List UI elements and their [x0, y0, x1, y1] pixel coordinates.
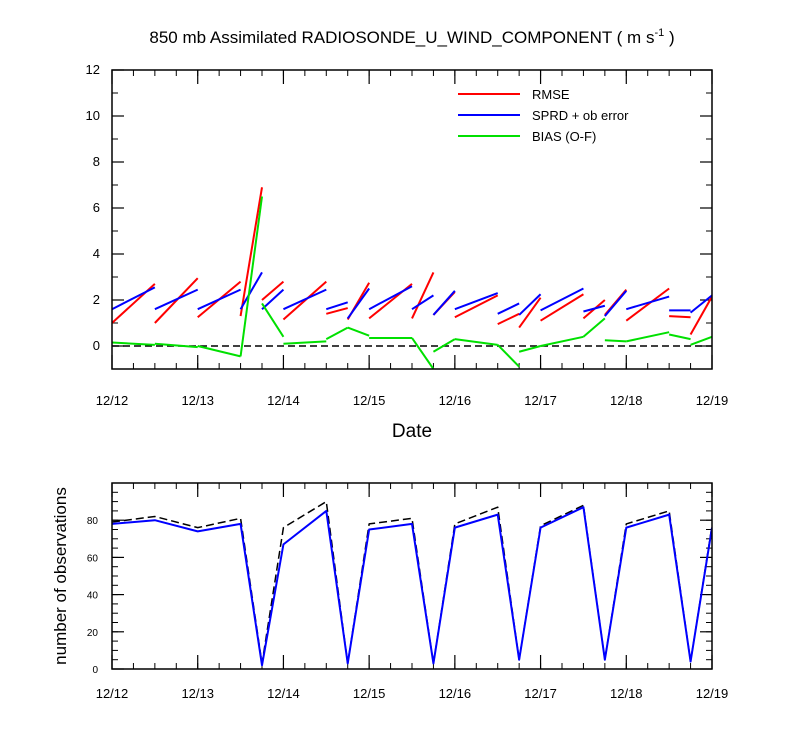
x-tick-label: 12/13: [181, 393, 214, 408]
series-segment-sprd-ob-error: [283, 288, 327, 311]
x-tick-label: 12/16: [439, 686, 472, 701]
y-tick-label: 10: [86, 108, 100, 123]
series-segment-bias-o-f: [239, 196, 263, 357]
series-segment-rmse: [261, 280, 285, 301]
series-segment-rmse: [326, 307, 348, 315]
series-segment-sprd-ob-error: [518, 293, 542, 316]
series-segment-sprd-ob-error: [154, 288, 199, 311]
series-segment-sprd-ob-error: [346, 287, 370, 319]
series-segment-bias-o-f: [411, 337, 435, 369]
x-tick-label: 12/17: [524, 686, 557, 701]
y-tick-label: 20: [87, 628, 99, 639]
series-segment-sprd-ob-error: [325, 301, 349, 311]
series-segment-rmse: [625, 287, 670, 322]
series-segment-sprd-ob-error: [454, 292, 499, 311]
series-segment-bias-o-f: [540, 335, 584, 347]
y-tick-label: 12: [86, 62, 100, 77]
series-group: [112, 500, 712, 667]
x-tick-label: 12/19: [696, 393, 729, 408]
series-segment-sprd-ob-error: [497, 302, 520, 315]
legend-label-sprd-ob-error: SPRD + ob error: [532, 108, 629, 123]
series-line-assimilated-observations: [112, 506, 712, 667]
x-tick-label: 12/17: [524, 393, 557, 408]
series-segment-bias-o-f: [626, 331, 670, 343]
series-segment-rmse: [540, 293, 584, 322]
series-segment-bias-o-f: [325, 326, 349, 340]
y-tick-label: 80: [87, 516, 99, 527]
series-segment-bias-o-f: [261, 302, 285, 338]
series-segment-rmse: [282, 280, 327, 321]
series-segment-sprd-ob-error: [626, 295, 670, 311]
series-segment-rmse: [518, 297, 542, 329]
plot-frame: [111, 482, 713, 670]
legend-label-bias-o-f: BIAS (O-F): [532, 129, 596, 144]
x-tick-label: 12/12: [96, 393, 129, 408]
top-plot: 12/12 12/13 12/14 12/15 12/16 12/17 12/18 12/19…: [86, 62, 729, 408]
series-segment-sprd-ob-error: [411, 294, 434, 311]
plot-frame: [111, 69, 713, 370]
legend-label-rmse: RMSE: [532, 87, 570, 102]
x-tick-label: 12/19: [696, 686, 729, 701]
series-segment-bias-o-f: [582, 317, 606, 338]
series-segment-bias-o-f: [604, 339, 627, 343]
x-tick-label: 12/14: [267, 393, 300, 408]
chart-title: 850 mb Assimilated RADIOSONDE_U_WIND_COM…: [149, 27, 674, 47]
series-segment-rmse: [411, 271, 435, 319]
y-tick-label: 40: [87, 591, 99, 602]
series-segment-bias-o-f: [497, 344, 520, 368]
y-tick-label: 4: [93, 246, 100, 261]
bottom-plot: 12/12 12/13 12/14 12/15 12/16 12/17 12/18 12/19…: [87, 482, 729, 701]
series-segment-bias-o-f: [518, 345, 541, 353]
series-segment-rmse: [239, 187, 263, 317]
series-segment-sprd-ob-error: [689, 294, 712, 314]
x-tick-label: 12/18: [610, 393, 643, 408]
series-segment-bias-o-f: [347, 326, 370, 337]
series-segment-bias-o-f: [668, 333, 691, 341]
y-axis-label-bottom: number of observations: [51, 487, 70, 665]
series-segment-rmse: [154, 277, 199, 324]
x-tick-label: 12/12: [96, 686, 129, 701]
x-tick-label: 12/15: [353, 393, 386, 408]
series-segment-bias-o-f: [454, 338, 498, 346]
x-tick-label: 12/16: [439, 393, 472, 408]
series-segment-sprd-ob-error: [432, 290, 456, 316]
series-segment-sprd-ob-error: [197, 288, 241, 311]
series-segment-rmse: [497, 312, 520, 326]
series-segment-bias-o-f: [690, 335, 712, 346]
x-tick-label: 12/15: [353, 686, 386, 701]
series-segment-sprd-ob-error: [604, 290, 628, 317]
y-tick-label: 0: [92, 665, 98, 676]
series-segment-rmse: [454, 294, 499, 319]
series-segment-sprd-ob-error: [112, 286, 156, 311]
series-segment-sprd-ob-error: [239, 271, 263, 310]
y-tick-label: 60: [87, 553, 99, 564]
series-segment-sprd-ob-error: [261, 288, 285, 310]
y-tick-label: 6: [93, 200, 100, 215]
series-segment-bias-o-f: [112, 341, 155, 346]
series-segment-rmse: [669, 315, 691, 319]
x-tick-label: 12/13: [181, 686, 214, 701]
series-segment-sprd-ob-error: [583, 304, 606, 313]
series-segment-sprd-ob-error: [368, 285, 413, 311]
y-tick-label: 2: [93, 292, 100, 307]
x-tick-label: 12/18: [610, 686, 643, 701]
x-axis-label: Date: [392, 421, 432, 442]
legend: RMSE SPRD + ob error BIAS (O-F): [458, 87, 629, 144]
series-segment-sprd-ob-error: [540, 287, 584, 312]
series-segment-bias-o-f: [197, 345, 241, 358]
series-segment-rmse: [689, 296, 712, 335]
y-tick-label: 0: [93, 338, 100, 353]
series-segment-bias-o-f: [432, 338, 456, 353]
x-tick-label: 12/14: [267, 686, 300, 701]
series-segment-bias-o-f: [154, 342, 198, 349]
y-tick-label: 8: [93, 154, 100, 169]
series-group: [112, 187, 712, 369]
series-segment-bias-o-f: [283, 340, 327, 345]
